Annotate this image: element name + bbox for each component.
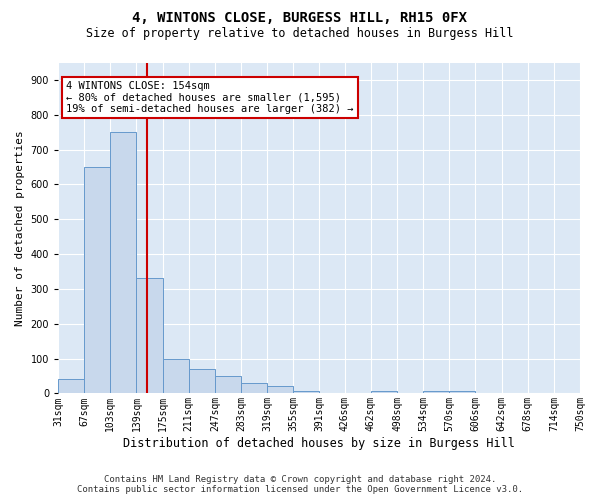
Bar: [241, 383, 267, 394]
X-axis label: Distribution of detached houses by size in Burgess Hill: Distribution of detached houses by size …: [123, 437, 515, 450]
Bar: [136, 278, 163, 394]
Bar: [163, 358, 189, 394]
Bar: [110, 132, 136, 394]
Text: Size of property relative to detached houses in Burgess Hill: Size of property relative to detached ho…: [86, 28, 514, 40]
Bar: [267, 386, 293, 394]
Bar: [58, 380, 84, 394]
Text: 4, WINTONS CLOSE, BURGESS HILL, RH15 0FX: 4, WINTONS CLOSE, BURGESS HILL, RH15 0FX: [133, 12, 467, 26]
Bar: [84, 167, 110, 394]
Bar: [293, 390, 319, 394]
Text: 4 WINTONS CLOSE: 154sqm
← 80% of detached houses are smaller (1,595)
19% of semi: 4 WINTONS CLOSE: 154sqm ← 80% of detache…: [66, 80, 353, 114]
Bar: [423, 390, 449, 394]
Bar: [371, 390, 397, 394]
Bar: [189, 369, 215, 394]
Text: Contains HM Land Registry data © Crown copyright and database right 2024.
Contai: Contains HM Land Registry data © Crown c…: [77, 474, 523, 494]
Bar: [215, 376, 241, 394]
Bar: [449, 390, 475, 394]
Y-axis label: Number of detached properties: Number of detached properties: [15, 130, 25, 326]
